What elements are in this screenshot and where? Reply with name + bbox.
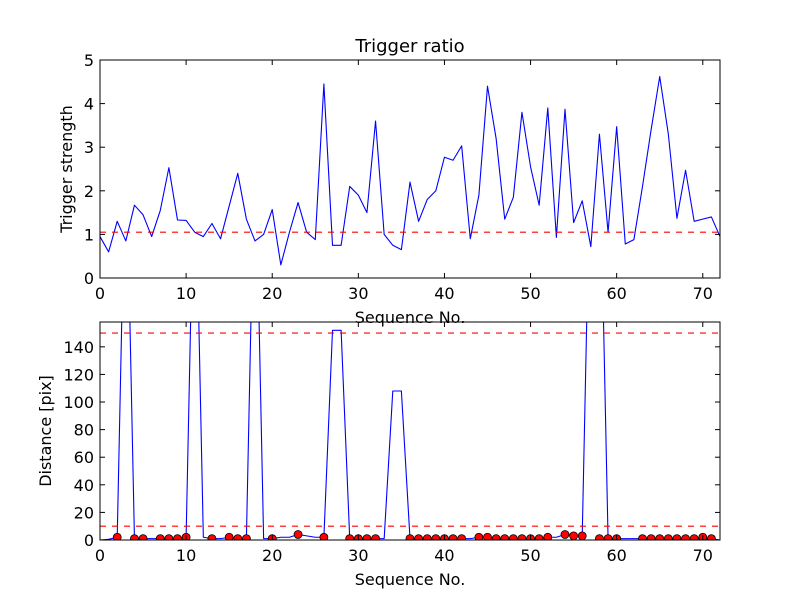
- chart1-x-tick-label: 40: [434, 284, 454, 303]
- chart1-y-tick-label: 3: [84, 138, 94, 157]
- chart2-x-tick-label: 30: [348, 546, 368, 565]
- chart2-y-axis-label: Distance [pix]: [36, 375, 55, 487]
- chart2-marker-point: [345, 534, 355, 540]
- chart2-marker-point: [474, 532, 484, 540]
- chart1-y-axis-label: Trigger strength: [57, 105, 76, 234]
- chart2-x-tick-label: 0: [95, 546, 105, 565]
- chart2-x-tick-label: 60: [606, 546, 626, 565]
- chart2-x-tick-label: 20: [262, 546, 282, 565]
- chart2-y-tick-label: 100: [63, 393, 94, 412]
- chart2-marker-point: [422, 534, 432, 540]
- chart2-marker-point: [405, 534, 415, 540]
- chart1-x-tick-label: 0: [95, 284, 105, 303]
- chart2-marker-point: [508, 534, 518, 540]
- chart2-marker-point: [655, 534, 665, 540]
- chart1-y-tick-label: 1: [84, 225, 94, 244]
- chart2-marker-point: [517, 534, 527, 540]
- chart2-y-tick-label: 60: [74, 448, 94, 467]
- chart2-y-tick-label: 140: [63, 338, 94, 357]
- chart1-title: Trigger ratio: [354, 36, 464, 57]
- chart1-y-tick-label: 2: [84, 182, 94, 201]
- chart1-axes-frame: [99, 59, 721, 279]
- chart2-marker-point: [663, 534, 673, 540]
- chart1-y-tick-label: 5: [84, 51, 94, 70]
- chart2-series-line: [100, 322, 720, 540]
- chart2-x-tick-label: 50: [520, 546, 540, 565]
- chart1-series-line: [100, 76, 720, 266]
- chart2-marker-point: [689, 534, 699, 540]
- chart2-marker-point: [448, 534, 458, 540]
- chart2-marker-point: [138, 534, 148, 540]
- chart1-x-tick-label: 10: [176, 284, 196, 303]
- chart2-y-tick-label: 20: [74, 503, 94, 522]
- chart2-marker-point: [500, 534, 510, 540]
- chart2-y-tick-label: 40: [74, 476, 94, 495]
- chart2-marker-point: [577, 531, 587, 540]
- chart2-marker-point: [319, 532, 329, 540]
- chart2-marker-point: [112, 532, 122, 540]
- chart2-x-tick-label: 10: [176, 546, 196, 565]
- chart2-marker-point: [534, 534, 544, 540]
- chart2-marker-point: [241, 534, 251, 540]
- chart2-marker-point: [595, 534, 604, 540]
- chart2-marker-point: [457, 534, 467, 540]
- chart2-marker-point: [164, 534, 174, 540]
- chart2-marker-point: [672, 534, 682, 540]
- chart2-marker-point: [560, 530, 570, 539]
- chart2-marker-point: [491, 534, 501, 540]
- chart2-y-tick-label: 0: [84, 531, 94, 550]
- chart2-marker-point: [414, 534, 424, 540]
- chart1-x-tick-label: 20: [262, 284, 282, 303]
- chart2-marker-point: [569, 531, 579, 540]
- chart2-marker-point: [130, 534, 139, 540]
- chart2-marker-point: [155, 534, 165, 540]
- chart2-x-tick-label: 40: [434, 546, 454, 565]
- chart2-marker-point: [207, 534, 217, 540]
- chart2-marker-point: [173, 534, 182, 540]
- chart2-marker-point: [431, 534, 441, 540]
- chart2-marker-point: [224, 532, 234, 540]
- chart1-plot-area: [100, 76, 720, 266]
- chart2-marker-point: [371, 534, 380, 540]
- chart2-marker-point: [483, 532, 492, 540]
- chart2-x-axis-label: Sequence No.: [355, 570, 466, 589]
- chart2-y-tick-label: 120: [63, 365, 94, 384]
- chart2-marker-point: [293, 530, 303, 539]
- chart1-y-tick-label: 0: [84, 269, 94, 288]
- chart2-marker-point: [681, 534, 690, 540]
- chart1-x-tick-label: 30: [348, 284, 368, 303]
- chart1-x-tick-label: 70: [693, 284, 713, 303]
- chart1-x-tick-label: 60: [606, 284, 626, 303]
- chart2-marker-point: [543, 532, 553, 540]
- chart2-x-tick-label: 70: [693, 546, 713, 565]
- chart2-marker-point: [233, 534, 243, 540]
- chart2-marker-point: [603, 534, 613, 540]
- chart1-x-tick-label: 50: [520, 284, 540, 303]
- chart1-x-axis-label: Sequence No.: [355, 308, 466, 327]
- chart2-axes-frame: [99, 321, 721, 541]
- chart2-marker-point: [362, 534, 372, 540]
- chart2-marker-point: [638, 534, 647, 540]
- chart1-y-tick-label: 4: [84, 95, 94, 114]
- chart2-y-tick-label: 80: [74, 421, 94, 440]
- chart2-marker-point: [646, 534, 656, 540]
- chart2-marker-point: [706, 534, 716, 540]
- chart2-plot-area: [100, 322, 720, 540]
